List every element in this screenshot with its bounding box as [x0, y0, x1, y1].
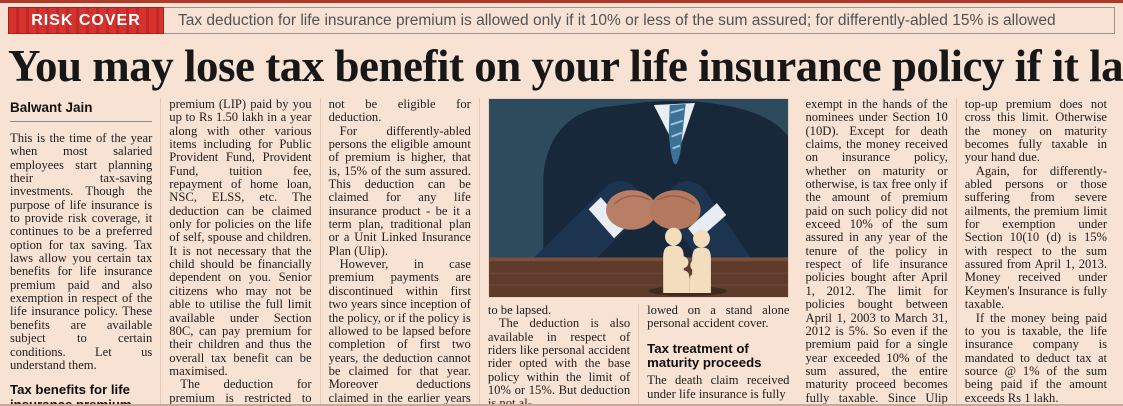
article-body: Balwant Jain This is the time of the yea… [8, 98, 1115, 406]
column-middle: to be lapsed. The deduction is also avai… [478, 98, 798, 406]
paragraph: The death claim received under life insu… [647, 373, 790, 401]
tagline-text: Tax deduction for life insurance premium… [178, 11, 1056, 29]
paragraph: to be lapsed. [487, 304, 552, 317]
column-4: to be lapsed. The deduction is also avai… [487, 304, 638, 406]
table-edge [488, 257, 789, 262]
column-3: not be eligible for deduction. For diffe… [319, 98, 479, 405]
paragraph: However, in case premium payments are di… [328, 257, 471, 405]
paragraph: top-up premium does not cross this limit… [964, 98, 1108, 165]
wood-grain [488, 272, 789, 287]
subheading-tax-benefits: Tax benefits for life insurance premium [10, 382, 132, 406]
paragraph: This is the time of the year when most s… [10, 131, 153, 372]
column-2: premium (LIP) paid by you up to Rs 1.50 … [160, 98, 319, 405]
paragraph: The deduction is also available in respe… [487, 316, 631, 406]
tie-stripes [670, 107, 684, 150]
paragraph: If the money being paid to you is taxabl… [964, 310, 1108, 405]
protection-photo [487, 98, 790, 298]
columns-under-photo: to be lapsed. The deduction is also avai… [487, 304, 790, 406]
column-6: exempt in the hands of the nominees unde… [797, 98, 955, 405]
finger-lines [613, 195, 696, 205]
paragraph: exempt in the hands of the nominees unde… [805, 98, 948, 405]
paragraph: Again, for differently-abled persons or … [964, 163, 1108, 312]
risk-cover-label: RISK COVER [31, 11, 141, 29]
paragraph: The deduction for premium is restricted … [169, 377, 312, 405]
column-5: lowed on a stand alone personal accident… [638, 304, 790, 404]
family-figures [663, 227, 711, 294]
paragraph: For differently-abled persons the eligib… [328, 123, 471, 258]
subheading-maturity-proceeds: Tax treatment of maturity proceeds [647, 340, 762, 371]
tagline-bar: Tax deduction for life insurance premium… [164, 7, 1115, 34]
column-1: Balwant Jain This is the time of the yea… [8, 98, 160, 406]
headline: You may lose tax benefit on your life in… [8, 41, 1123, 91]
byline: Balwant Jain [10, 100, 93, 115]
table [488, 261, 789, 297]
photo-illustration [488, 99, 789, 297]
risk-cover-badge: RISK COVER [8, 7, 164, 34]
topbar: RISK COVER Tax deduction for life insura… [8, 7, 1115, 34]
byline-rule [10, 121, 153, 122]
paragraph: lowed on a stand alone personal accident… [647, 304, 790, 331]
paragraph: premium (LIP) paid by you up to Rs 1.50 … [169, 98, 312, 378]
right-cuff [687, 203, 727, 241]
paragraph: not be eligible for deduction. [328, 98, 471, 125]
column-7: top-up premium does not cross this limit… [955, 98, 1115, 405]
